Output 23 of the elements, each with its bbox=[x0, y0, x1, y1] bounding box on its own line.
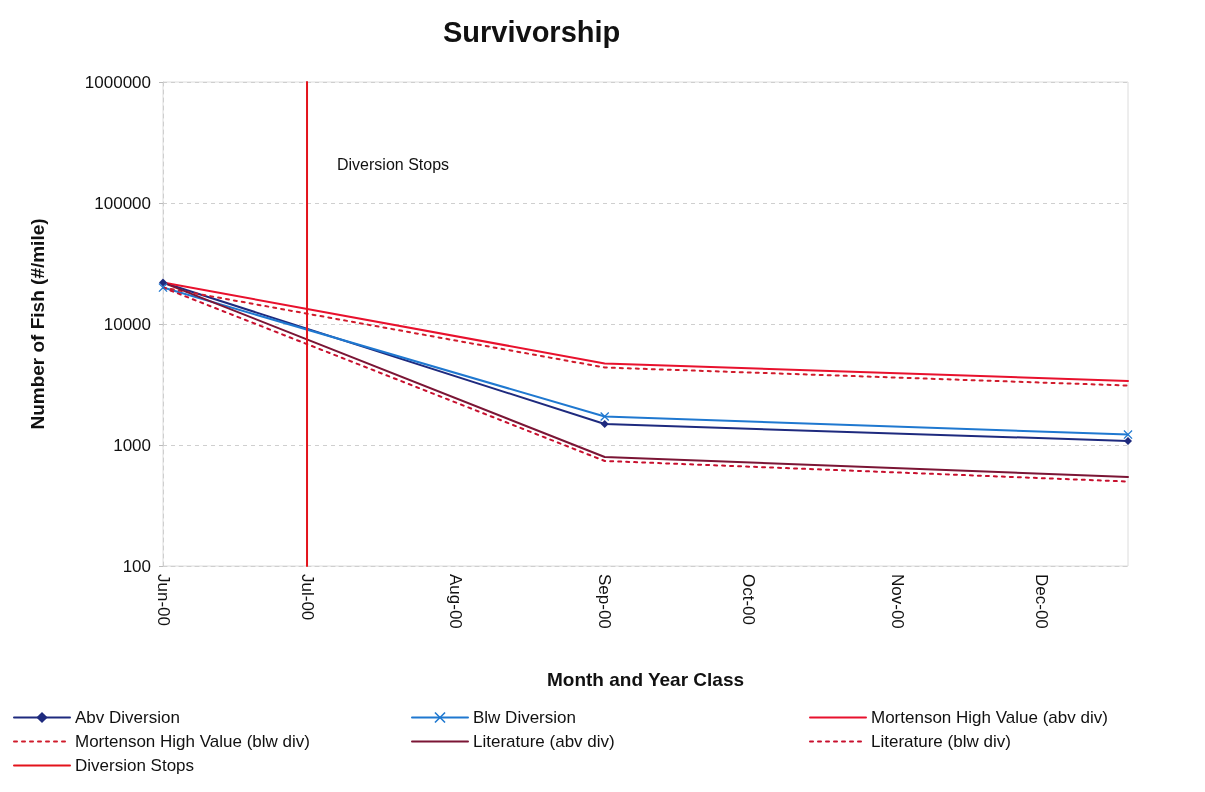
y-tick-label: 1000 bbox=[113, 435, 151, 455]
x-axis-title: Month and Year Class bbox=[546, 669, 745, 690]
x-tick-label: Aug-00 bbox=[446, 574, 466, 629]
y-tick-label: 100000 bbox=[94, 193, 151, 213]
legend-label: Mortenson High Value (abv div) bbox=[871, 708, 1108, 727]
x-tick-label: Nov-00 bbox=[888, 574, 908, 629]
y-tick-label: 100 bbox=[122, 556, 151, 576]
x-tick-label: Sep-00 bbox=[595, 574, 615, 629]
x-tick-label: Oct-00 bbox=[739, 574, 759, 626]
legend-label: Diversion Stops bbox=[75, 756, 195, 775]
legend-label: Mortenson High Value (blw div) bbox=[75, 732, 310, 751]
legend-label: Literature (blw div) bbox=[871, 732, 1011, 751]
y-tick-label: 10000 bbox=[103, 314, 151, 334]
legend-label: Literature (abv div) bbox=[473, 732, 615, 751]
legend-label: Blw Diversion bbox=[473, 708, 576, 727]
x-tick-label: Jun-00 bbox=[153, 574, 173, 626]
legend-label: Abv Diversion bbox=[75, 708, 180, 727]
annotation: Diversion Stops bbox=[337, 155, 450, 173]
x-tick-label: Jul-00 bbox=[297, 574, 317, 621]
y-axis-title: Number of Fish (#/mile) bbox=[27, 218, 48, 430]
chart-title: Survivorship bbox=[443, 15, 621, 48]
x-tick-label: Dec-00 bbox=[1032, 574, 1052, 629]
y-tick-label: 1000000 bbox=[84, 72, 151, 92]
